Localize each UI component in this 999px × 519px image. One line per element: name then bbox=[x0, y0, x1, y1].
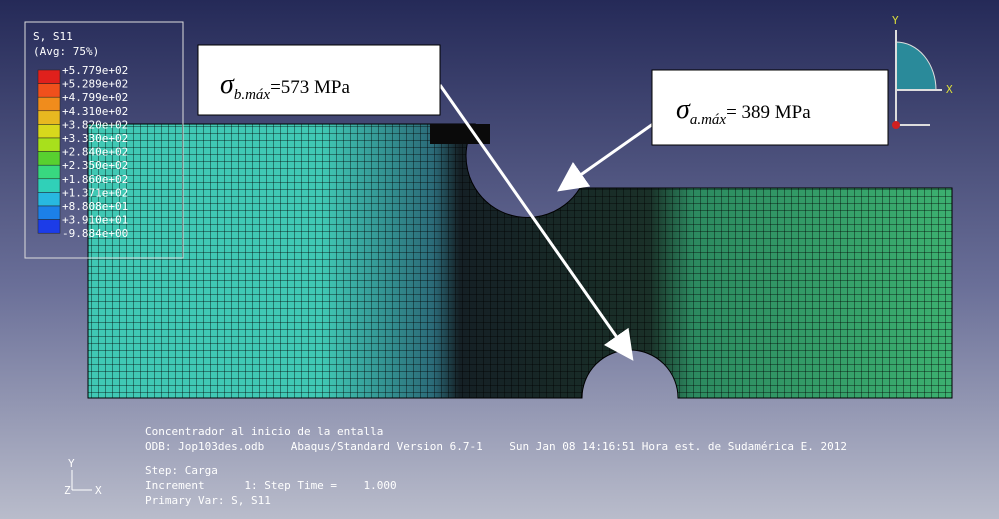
viewport: S, S11 (Avg: 75%) +5.779e+02+5.289e+02+4… bbox=[0, 0, 999, 519]
legend-label: +1.371e+02 bbox=[62, 186, 128, 199]
legend-label: +4.310e+02 bbox=[62, 105, 128, 118]
legend-label: +8.808e+01 bbox=[62, 200, 128, 213]
legend-label: +2.840e+02 bbox=[62, 146, 128, 159]
legend-swatch bbox=[38, 138, 60, 152]
legend-swatch bbox=[38, 84, 60, 98]
legend-swatch bbox=[38, 111, 60, 125]
info-line: Step: Carga bbox=[145, 464, 218, 477]
triad-label: Z bbox=[64, 484, 71, 497]
triad-dot bbox=[892, 121, 900, 129]
legend-label: +3.910e+01 bbox=[62, 214, 128, 227]
info-line: ODB: Jop103des.odb Abaqus/Standard Versi… bbox=[145, 440, 847, 453]
legend-swatch bbox=[38, 220, 60, 234]
legend-label: +1.860e+02 bbox=[62, 173, 128, 186]
triad-label: Y bbox=[892, 14, 899, 27]
legend-swatch bbox=[38, 165, 60, 179]
legend-swatch bbox=[38, 192, 60, 206]
legend-label: +5.779e+02 bbox=[62, 64, 128, 77]
triad-label: X bbox=[946, 83, 953, 96]
legend-subtitle: (Avg: 75%) bbox=[33, 45, 99, 58]
legend-swatch bbox=[38, 124, 60, 138]
triad-label: X bbox=[95, 484, 102, 497]
page: S, S11 (Avg: 75%) +5.779e+02+5.289e+02+4… bbox=[0, 0, 999, 519]
legend-label: +3.330e+02 bbox=[62, 132, 128, 145]
legend-label: +2.350e+02 bbox=[62, 159, 128, 172]
legend-swatch bbox=[38, 70, 60, 84]
legend-swatch bbox=[38, 152, 60, 166]
legend-swatch bbox=[38, 97, 60, 111]
legend-swatch bbox=[38, 179, 60, 193]
info-line: Primary Var: S, S11 bbox=[145, 494, 271, 507]
legend-swatch bbox=[38, 206, 60, 220]
legend-label: -9.884e+00 bbox=[62, 227, 128, 240]
triad-label: Y bbox=[68, 457, 75, 470]
legend-title: S, S11 bbox=[33, 30, 73, 43]
legend-label: +3.820e+02 bbox=[62, 118, 128, 131]
info-line: Increment 1: Step Time = 1.000 bbox=[145, 479, 397, 492]
info-line: Concentrador al inicio de la entalla bbox=[145, 425, 383, 438]
legend-label: +4.799e+02 bbox=[62, 91, 128, 104]
legend-label: +5.289e+02 bbox=[62, 78, 128, 91]
